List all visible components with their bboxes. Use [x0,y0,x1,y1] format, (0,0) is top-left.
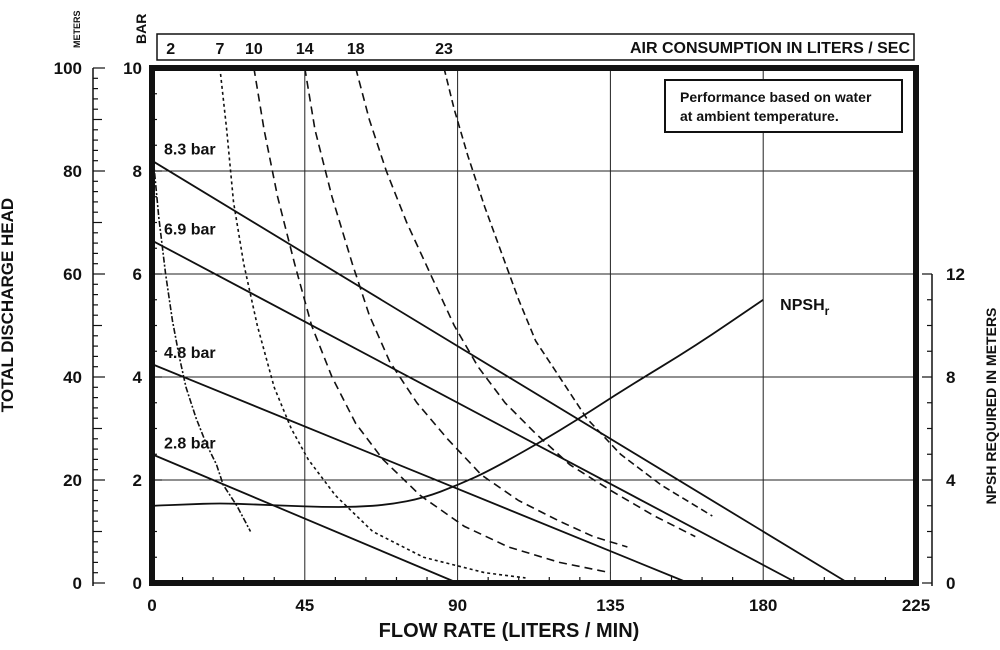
meters-tick-label: 60 [63,265,82,284]
pressure-label: 8.3 bar [164,142,216,159]
bar-tick-label: 2 [133,471,142,490]
x-tick-label: 0 [147,596,156,615]
npsh-label: NPSHr [780,297,829,318]
air-consumption-ticks: 2 7 10 14 18 23 [166,41,453,58]
bar-tick-label: 8 [133,162,142,181]
meters-tick-label: 0 [73,574,82,593]
air-curve [443,67,713,517]
npsh-tick-label: 4 [946,471,956,490]
x-axis-title: FLOW RATE (LITERS / MIN) [379,620,640,642]
bar-tick-label: 10 [123,59,142,78]
air-consumption-strip [156,33,915,61]
pressure-label: 2.8 bar [164,435,216,452]
meters-unit-label: METERS [72,10,82,48]
air-curve [354,67,696,538]
bar-tick-label: 6 [133,265,142,284]
x-tick-label: 225 [902,596,930,615]
bar-tick-label: 4 [133,368,143,387]
air-curve [253,67,611,574]
note-line-2: at ambient temperature. [680,108,839,124]
meters-tick-label: 40 [63,368,82,387]
bar-unit-label: BAR [133,14,149,44]
pressure-line [151,453,458,584]
y-axis-title-right: NPSH REQUIRED IN METERS [983,308,999,505]
air-curve [304,67,628,548]
air-tick-label: 7 [215,41,224,58]
air-consumption-title: AIR CONSUMPTION IN LITERS / SEC [630,40,910,57]
note-box [664,79,903,133]
air-tick-label: 14 [296,41,314,58]
x-tick-label: 135 [596,596,624,615]
air-curve [219,67,526,579]
air-tick-label: 18 [347,41,365,58]
x-tick-label: 90 [448,596,467,615]
pressure-label: 4.8 bar [164,345,216,362]
meters-tick-label: 100 [54,59,82,78]
npsh-tick-label: 8 [946,368,955,387]
air-tick-label: 23 [435,41,453,58]
air-tick-label: 10 [245,41,263,58]
x-tick-label: 180 [749,596,777,615]
npsh-label-subscript: r [825,304,830,318]
npsh-curve [151,299,764,508]
y-axis-title-left: TOTAL DISCHARGE HEAD [0,198,17,412]
pressure-label: 6.9 bar [164,222,216,239]
note-line-1: Performance based on water [680,89,872,105]
x-tick-label: 45 [295,596,314,615]
air-curve [151,145,252,532]
meters-tick-label: 20 [63,471,82,490]
pressure-line [151,159,849,584]
npsh-tick-label: 12 [946,265,965,284]
curve-labels: 8.3 bar 6.9 bar 4.8 bar 2.8 bar NPSHr [164,142,830,453]
curves [151,67,849,584]
pressure-line [151,239,798,584]
meters-tick-label: 80 [63,162,82,181]
npsh-tick-label: 0 [946,574,955,593]
pressure-line [151,363,689,584]
bar-tick-label: 0 [133,574,142,593]
air-tick-label: 2 [166,41,175,58]
